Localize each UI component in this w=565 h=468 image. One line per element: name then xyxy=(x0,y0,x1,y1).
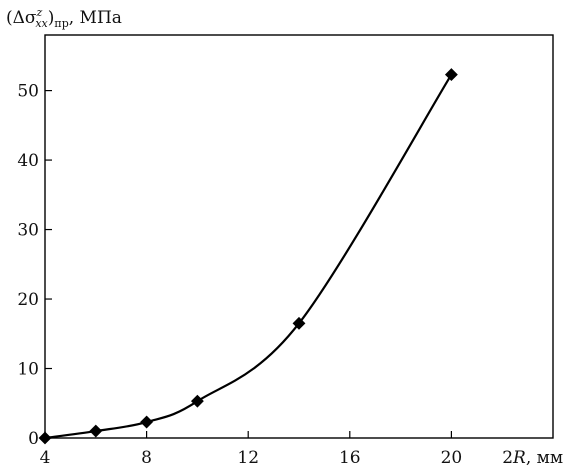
x-tick-label: 20 xyxy=(441,448,463,468)
series-layer xyxy=(38,68,458,445)
plot-frame xyxy=(44,34,554,439)
data-point-marker xyxy=(89,424,103,438)
x-axis-ticks: 4 8 12 16 20 xyxy=(40,431,463,468)
x-tick-label: 8 xyxy=(141,448,152,468)
x-tick-label: 12 xyxy=(237,448,259,468)
y-tick-label: 20 xyxy=(17,290,39,310)
y-tick-label: 10 xyxy=(17,360,39,380)
data-point-marker xyxy=(38,431,52,445)
x-axis-title: 2R, мм xyxy=(502,448,563,468)
data-point-marker xyxy=(444,68,458,82)
plot-border xyxy=(44,34,554,439)
label-layer: (Δσz xx)пр, МПа 2R, мм xyxy=(6,6,563,468)
x-tick-label: 4 xyxy=(40,448,51,468)
data-point-marker xyxy=(190,394,204,408)
data-point-marker xyxy=(140,415,154,429)
y-axis-ticks: 0 10 20 30 40 50 xyxy=(17,82,52,449)
y-axis-title: (Δσz xx)пр, МПа xyxy=(6,6,122,30)
y-tick-label: 40 xyxy=(17,151,39,171)
series-line xyxy=(43,73,453,440)
x-tick-label: 16 xyxy=(339,448,361,468)
y-tick-label: 0 xyxy=(28,429,39,449)
data-point-marker xyxy=(292,316,306,330)
y-tick-label: 50 xyxy=(17,82,39,102)
y-tick-label: 30 xyxy=(17,221,39,241)
